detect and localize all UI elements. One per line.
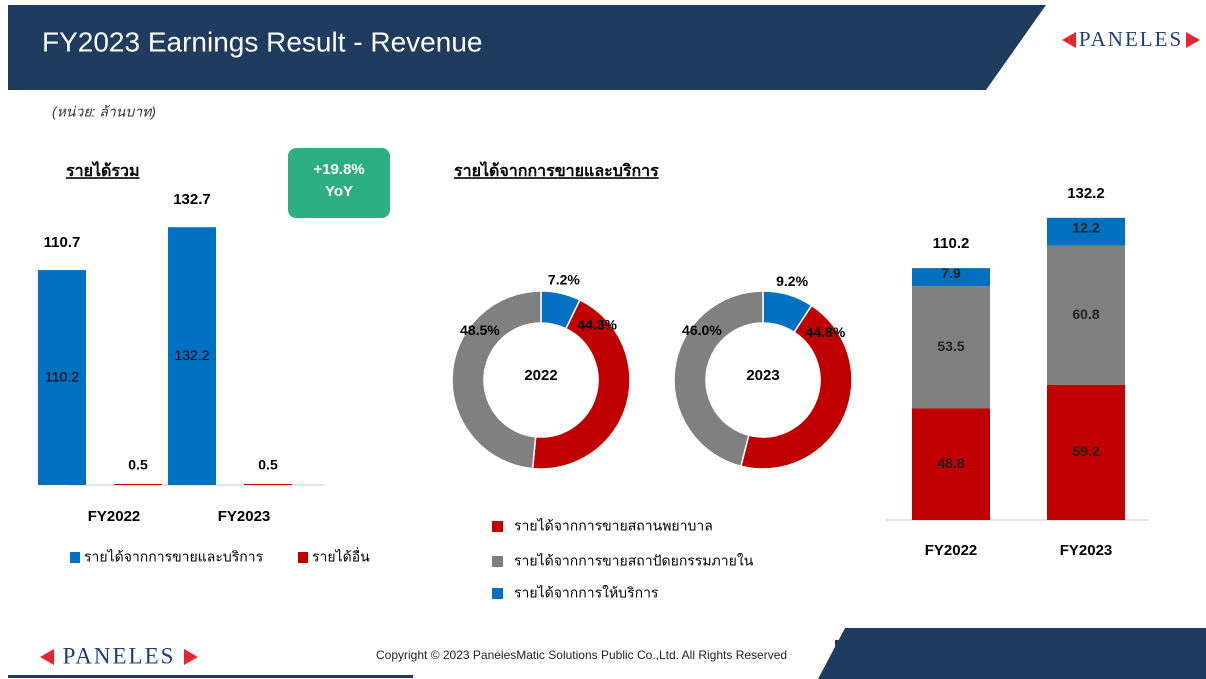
bar bbox=[38, 270, 86, 485]
footer-cover bbox=[835, 640, 845, 670]
legend-swatch bbox=[492, 521, 503, 532]
x-tick-label: FY2023 bbox=[1060, 542, 1113, 559]
bar-segment bbox=[912, 268, 990, 287]
value-label: 12.2 bbox=[1072, 219, 1099, 235]
legend-label: รายได้อื่น bbox=[312, 548, 370, 565]
legend-swatch bbox=[298, 552, 308, 563]
bar bbox=[244, 484, 292, 485]
value-label: 60.8 bbox=[1072, 306, 1099, 322]
logo-arrow bbox=[1186, 32, 1200, 48]
footer-line bbox=[8, 675, 413, 678]
bar-segment bbox=[1047, 217, 1125, 246]
value-label: 46.0% bbox=[682, 322, 722, 338]
value-label: 44.8% bbox=[806, 324, 846, 340]
total-label: 132.7 bbox=[173, 191, 211, 208]
bar-segment bbox=[1047, 384, 1125, 520]
value-label: 7.9 bbox=[941, 265, 961, 281]
donut-segment bbox=[451, 290, 542, 470]
chart-title: รายได้จากการขายและบริการ bbox=[454, 161, 659, 180]
total-label: 110.7 bbox=[44, 234, 81, 251]
copyright: Copyright © 2023 PanelesMatic Solutions … bbox=[376, 648, 787, 662]
logo: PANELES bbox=[1079, 27, 1183, 51]
total-label: 132.2 bbox=[1067, 185, 1105, 202]
legend-label: รายได้จากการขายสถาปัดยกรรมภายใน bbox=[514, 553, 754, 569]
unit-note: (หน่วย: ล้านบาท) bbox=[52, 104, 156, 120]
value-label: 7.2% bbox=[548, 271, 580, 287]
logo-arrow bbox=[40, 649, 54, 665]
value-label: 48.5% bbox=[460, 322, 500, 338]
badge bbox=[288, 148, 390, 218]
total-label: 110.2 bbox=[933, 235, 970, 252]
badge-sub: YoY bbox=[325, 183, 353, 200]
value-label: 48.8 bbox=[937, 455, 964, 471]
bar-segment bbox=[912, 408, 990, 520]
footer-logo: PANELES bbox=[63, 643, 176, 668]
bar-segment bbox=[1047, 245, 1125, 385]
donut-segment bbox=[673, 290, 764, 468]
value-label: 132.2 bbox=[174, 347, 209, 363]
value-label: 53.5 bbox=[937, 338, 964, 354]
legend-label: รายได้จากการให้บริการ bbox=[514, 585, 659, 601]
x-tick-label: FY2022 bbox=[88, 508, 141, 525]
center-label: 2022 bbox=[524, 367, 557, 384]
legend-swatch bbox=[70, 552, 80, 563]
legend-label: รายได้จากการขายและบริการ bbox=[84, 549, 264, 565]
value-label: 110.2 bbox=[45, 368, 79, 384]
x-tick-label: FY2023 bbox=[218, 508, 271, 525]
logo-arrow bbox=[184, 649, 198, 665]
header-band bbox=[8, 5, 1046, 90]
value-label: 44.3% bbox=[577, 316, 617, 332]
footer-band bbox=[818, 628, 1206, 679]
legend-swatch bbox=[492, 588, 503, 599]
value-label: 59.2 bbox=[1072, 443, 1099, 459]
donut-segment bbox=[531, 298, 631, 470]
slide-title: FY2023 Earnings Result - Revenue bbox=[42, 26, 482, 57]
value-label: 0.5 bbox=[128, 457, 148, 473]
center-label: 2023 bbox=[746, 367, 779, 384]
chart-title: รายได้รวม bbox=[66, 161, 140, 180]
bar bbox=[114, 484, 162, 485]
legend-swatch bbox=[492, 556, 503, 567]
legend-label: รายได้จากการขายสถานพยาบาล bbox=[514, 518, 713, 534]
x-tick-label: FY2022 bbox=[925, 542, 978, 559]
bar-segment bbox=[912, 286, 990, 409]
logo-arrow bbox=[1062, 32, 1076, 48]
donut-segment bbox=[739, 304, 853, 470]
bar bbox=[168, 227, 216, 485]
value-label: 9.2% bbox=[776, 273, 808, 289]
badge-value: +19.8% bbox=[313, 161, 364, 178]
value-label: 0.5 bbox=[258, 457, 278, 473]
